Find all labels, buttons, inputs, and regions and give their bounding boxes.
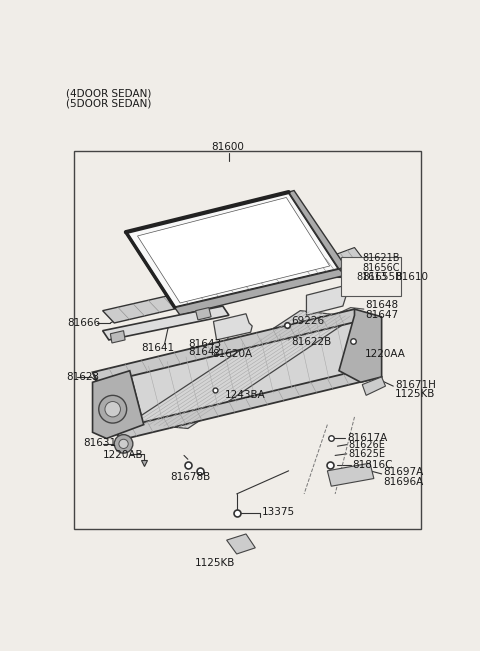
Text: 81647: 81647 [365,309,398,320]
Text: 69226: 69226 [291,316,324,326]
Polygon shape [175,269,345,315]
Polygon shape [288,191,345,269]
Text: 81620A: 81620A [212,349,252,359]
Circle shape [114,435,133,453]
Text: 1125KB: 1125KB [195,558,235,568]
Text: 13375: 13375 [262,506,295,517]
Polygon shape [103,269,296,323]
Text: 81671H: 81671H [395,380,436,389]
Text: 81655B: 81655B [362,271,403,282]
Text: 81625E: 81625E [348,449,385,459]
Polygon shape [93,370,144,439]
Text: 81643: 81643 [188,339,221,349]
Polygon shape [214,314,252,340]
Text: 1243BA: 1243BA [225,391,266,400]
Circle shape [105,402,120,417]
Polygon shape [196,307,211,320]
Polygon shape [362,377,385,395]
Polygon shape [137,197,330,303]
Text: 81648: 81648 [365,300,398,311]
Text: 81666: 81666 [68,318,101,328]
Text: 81613: 81613 [356,271,387,282]
Text: 81617A: 81617A [347,434,387,443]
Polygon shape [110,331,125,343]
Text: 81697A: 81697A [383,467,423,477]
Text: 81626E: 81626E [348,439,385,450]
Text: 81656C: 81656C [362,262,400,273]
Text: 81600: 81600 [211,143,244,152]
Text: 81631: 81631 [83,438,116,448]
Text: 1125KB: 1125KB [395,389,435,399]
Text: 1220AB: 1220AB [103,450,143,460]
Bar [74,151,421,529]
Circle shape [99,395,127,423]
Polygon shape [227,534,255,554]
Text: 81642: 81642 [188,347,221,357]
Polygon shape [93,372,120,440]
Polygon shape [114,366,382,440]
Text: 81622B: 81622B [291,337,331,347]
Text: (4DOOR SEDAN): (4DOOR SEDAN) [66,89,152,99]
Text: 81621B: 81621B [362,253,400,263]
Polygon shape [130,315,366,424]
Text: 81641: 81641 [142,342,175,353]
Polygon shape [126,192,339,307]
Polygon shape [306,286,347,315]
Polygon shape [339,309,382,382]
Text: (5DOOR SEDAN): (5DOOR SEDAN) [66,98,152,108]
Text: 1220AA: 1220AA [365,349,406,359]
Text: 81623: 81623 [66,372,99,382]
Polygon shape [103,306,229,340]
Polygon shape [355,309,382,377]
Circle shape [119,439,128,449]
Polygon shape [296,247,366,284]
Text: 81816C: 81816C [352,460,393,469]
Text: 81678B: 81678B [170,472,210,482]
Polygon shape [130,311,355,428]
Text: 81696A: 81696A [383,477,423,486]
Polygon shape [327,463,374,486]
Text: 81610: 81610 [396,271,429,282]
Polygon shape [93,309,360,384]
